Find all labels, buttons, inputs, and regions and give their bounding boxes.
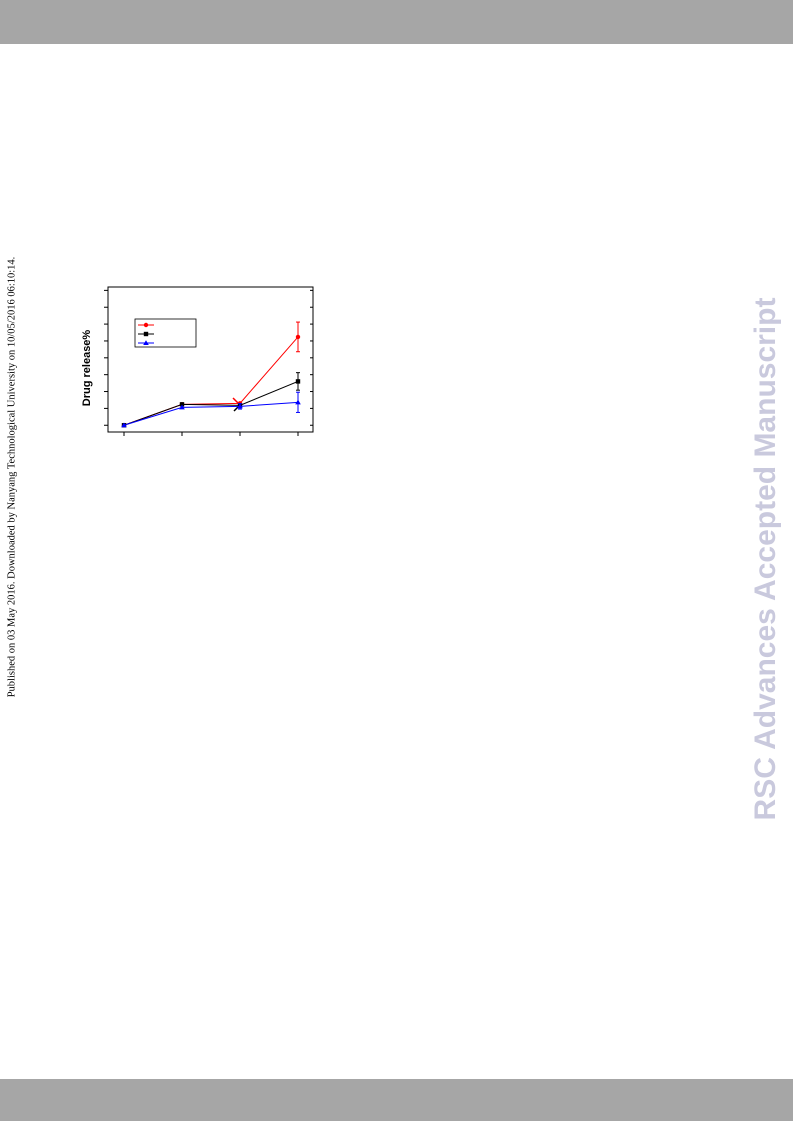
y-axis-label: Drug release%	[81, 330, 93, 407]
plot-frame	[107, 286, 314, 433]
series-line	[123, 336, 299, 426]
legend-marker	[143, 340, 149, 345]
data-point	[179, 404, 185, 410]
arrow	[232, 397, 239, 404]
data-point	[295, 334, 301, 340]
data-point	[237, 403, 243, 409]
data-point	[179, 402, 185, 407]
legend-marker	[143, 322, 149, 328]
legend-marker	[143, 331, 149, 337]
footer-bar	[0, 1079, 793, 1121]
series-line	[123, 380, 299, 426]
series-line	[123, 401, 299, 426]
data-point	[121, 422, 127, 428]
data-point	[295, 379, 301, 384]
header-bar	[0, 0, 793, 44]
data-point	[295, 399, 301, 405]
